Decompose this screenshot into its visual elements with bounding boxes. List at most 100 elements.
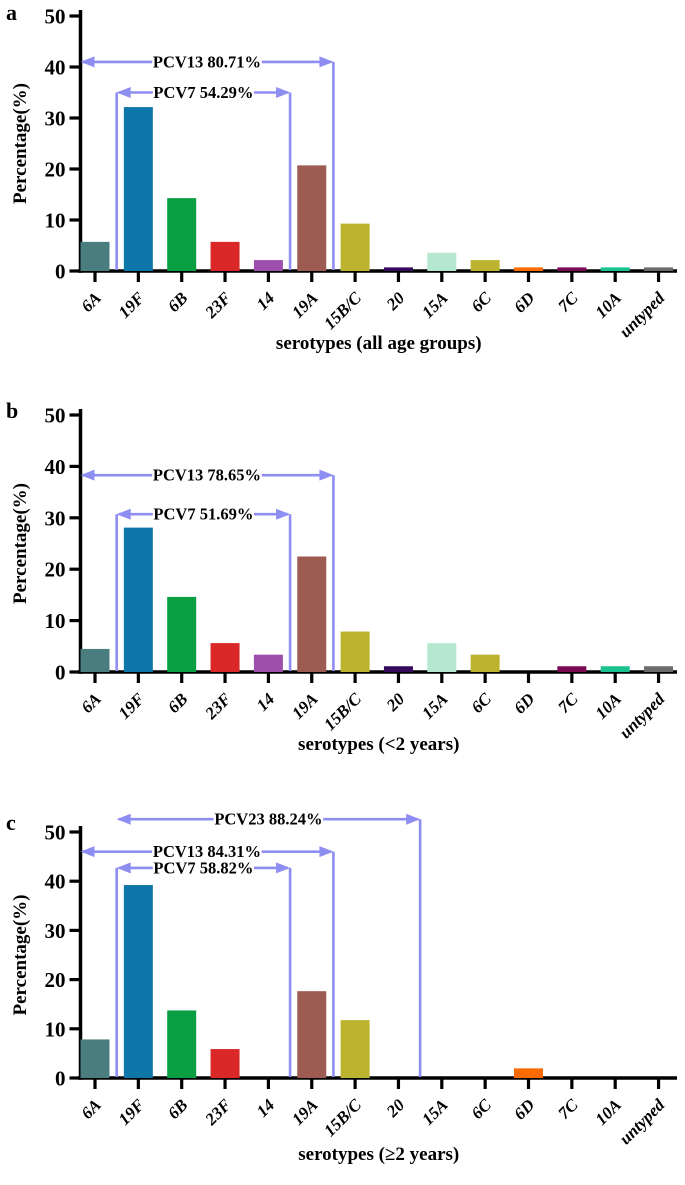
y-tick-label: 20 bbox=[45, 558, 66, 582]
panel-b: b 0 10 20 30 40 50 6A 19F 6B 23F 14 19A 15B/C 20 15A 6C 6… bbox=[0, 392, 685, 782]
arrowhead-left-icon bbox=[80, 846, 95, 858]
y-tick-label: 30 bbox=[45, 107, 66, 131]
bar-19A bbox=[297, 556, 327, 672]
bar-6A bbox=[80, 648, 110, 672]
arrowhead-left-icon bbox=[116, 813, 131, 825]
annotation-label-bg bbox=[152, 465, 262, 485]
x-tick-label-6C: 6C bbox=[468, 288, 496, 316]
bar-19F bbox=[123, 107, 153, 271]
x-tick-label-6C: 6C bbox=[468, 689, 496, 717]
arrowhead-left-icon bbox=[80, 56, 95, 68]
bar-10A bbox=[600, 267, 630, 271]
x-tick-label-7C: 7C bbox=[554, 1095, 582, 1123]
x-tick-label-10A: 10A bbox=[592, 288, 625, 321]
x-tick-label-19A: 19A bbox=[288, 1095, 321, 1128]
arrowhead-right-icon bbox=[319, 469, 334, 481]
x-axis-title: serotypes (≥2 years) bbox=[298, 1144, 459, 1165]
bar-untyped bbox=[644, 267, 674, 271]
x-tick-label-6B: 6B bbox=[164, 288, 191, 315]
bar-6A bbox=[80, 1039, 110, 1078]
y-tick-label: 50 bbox=[45, 5, 66, 29]
x-axis-title: serotypes (<2 years) bbox=[298, 734, 459, 755]
annotation-label: PCV13 84.31% bbox=[153, 842, 261, 861]
x-tick-label-10A: 10A bbox=[592, 1095, 625, 1128]
bar-6C bbox=[470, 654, 500, 672]
bar-6A bbox=[80, 241, 110, 271]
y-tick-label: 0 bbox=[55, 1067, 66, 1091]
bar-23F bbox=[210, 643, 240, 672]
x-tick-label-7C: 7C bbox=[554, 689, 582, 717]
x-tick-label-19A: 19A bbox=[288, 689, 321, 722]
arrowhead-left-icon bbox=[116, 862, 131, 874]
x-tick-label-14: 14 bbox=[253, 1095, 278, 1120]
y-tick-label: 0 bbox=[55, 661, 66, 685]
y-tick-label: 50 bbox=[45, 404, 66, 428]
y-tick-label: 30 bbox=[45, 506, 66, 530]
panel-letter-a: a bbox=[6, 0, 17, 25]
bar-19A bbox=[297, 991, 327, 1078]
arrowhead-right-icon bbox=[276, 508, 291, 520]
x-tick-label-7C: 7C bbox=[554, 288, 582, 316]
x-tick-label-untyped: untyped bbox=[616, 288, 669, 341]
panel-a: a 0 10 20 30 40 50 6A 19F 6B 23F 14 19A 15B/C 20 15A 6C 6… bbox=[0, 0, 685, 392]
y-tick-label: 40 bbox=[45, 455, 66, 479]
x-tick-label-19A: 19A bbox=[288, 288, 321, 321]
bar-6D bbox=[514, 267, 543, 271]
x-tick-label-14: 14 bbox=[253, 288, 278, 313]
annotation-label: PCV7 51.69% bbox=[153, 505, 253, 524]
x-tick-label-23F: 23F bbox=[201, 1095, 236, 1130]
x-tick-label-6C: 6C bbox=[468, 1095, 496, 1123]
x-tick-label-15B/C: 15B/C bbox=[320, 1095, 365, 1140]
annotation-label: PCV23 88.24% bbox=[214, 810, 322, 829]
x-tick-label-23F: 23F bbox=[201, 288, 236, 323]
y-axis-title: Percentage(%) bbox=[10, 895, 31, 1016]
y-axis-title: Percentage(%) bbox=[10, 83, 31, 204]
bar-7C bbox=[557, 267, 587, 271]
y-tick-label: 10 bbox=[45, 1017, 66, 1041]
arrowhead-left-icon bbox=[116, 87, 131, 98]
panel-letter-c: c bbox=[6, 810, 16, 835]
x-tick-label-6D: 6D bbox=[510, 288, 538, 316]
annotation-label-bg bbox=[152, 52, 262, 72]
x-tick-label-15B/C: 15B/C bbox=[320, 288, 365, 333]
bar-19F bbox=[123, 527, 153, 672]
bar-10A bbox=[600, 666, 630, 672]
x-tick-label-6A: 6A bbox=[77, 1095, 104, 1122]
arrowhead-right-icon bbox=[276, 862, 291, 874]
x-tick-label-6B: 6B bbox=[164, 689, 191, 716]
bar-15A bbox=[427, 643, 457, 672]
annotation-label: PCV13 78.65% bbox=[153, 466, 261, 485]
bar-6D bbox=[514, 1068, 543, 1078]
arrowhead-right-icon bbox=[319, 846, 334, 858]
x-tick-label-19F: 19F bbox=[115, 1095, 149, 1129]
annotation-label-bg bbox=[152, 842, 262, 862]
x-tick-label-10A: 10A bbox=[592, 689, 625, 722]
x-tick-label-untyped: untyped bbox=[616, 1095, 669, 1148]
x-tick-label-15A: 15A bbox=[418, 288, 451, 321]
bar-7C bbox=[557, 666, 587, 672]
x-axis-title: serotypes (all age groups) bbox=[276, 333, 482, 354]
annotation-label-bg bbox=[152, 858, 255, 878]
bar-6B bbox=[167, 1010, 197, 1078]
annotation-label-bg bbox=[213, 809, 324, 829]
bar-6B bbox=[167, 596, 197, 672]
y-axis-title: Percentage(%) bbox=[10, 483, 31, 604]
bar-20 bbox=[383, 267, 413, 271]
x-tick-label-6D: 6D bbox=[510, 1095, 538, 1123]
y-tick-label: 20 bbox=[45, 158, 66, 182]
x-tick-label-6D: 6D bbox=[510, 689, 538, 717]
y-tick-label: 10 bbox=[45, 209, 66, 233]
panel-c: c 0 10 20 30 40 50 6A 19F 6B 23F 14 19A 15B/C 20 15A 6C 6… bbox=[0, 782, 685, 1185]
arrowhead-right-icon bbox=[406, 813, 421, 825]
annotation-label: PCV13 80.71% bbox=[153, 52, 261, 71]
panel-letter-b: b bbox=[6, 398, 18, 423]
bar-19A bbox=[297, 165, 327, 271]
bar-6B bbox=[167, 198, 197, 271]
x-tick-label-untyped: untyped bbox=[616, 689, 669, 742]
annotation-label: PCV7 54.29% bbox=[153, 83, 253, 102]
bar-15B/C bbox=[340, 223, 370, 271]
x-tick-label-15B/C: 15B/C bbox=[320, 689, 365, 734]
